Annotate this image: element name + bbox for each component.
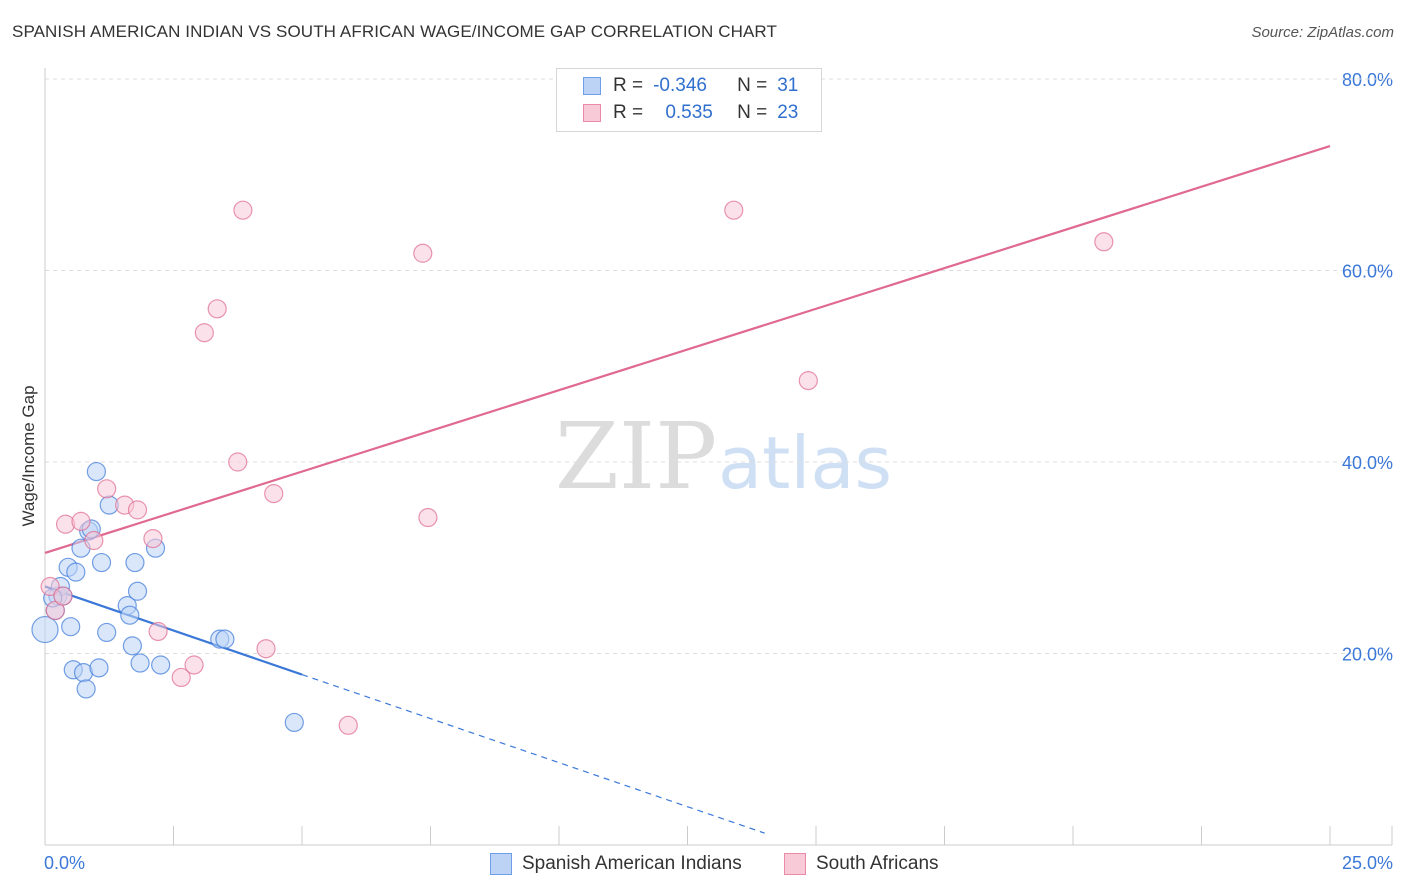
trendline-spanish-american-indians — [44, 585, 303, 676]
x-tick-label-25: 25.0% — [1342, 853, 1393, 873]
legend-n-label: N = — [737, 102, 768, 123]
point-south-africans-15 — [228, 452, 248, 472]
legend-r-value: -0.346 — [653, 75, 707, 96]
point-south-africans-12 — [184, 655, 204, 675]
bottom-legend-swatch-pink — [784, 853, 806, 875]
legend-r-label: R = — [613, 75, 644, 96]
point-spanish-american-indians-6 — [61, 617, 81, 637]
point-south-africans-20 — [413, 243, 433, 263]
point-spanish-american-indians-22 — [125, 552, 145, 573]
bottom-legend-swatch-blue — [490, 853, 512, 875]
legend-n-label: N = — [737, 75, 768, 96]
legend-r-value: 0.535 — [665, 102, 713, 123]
point-spanish-american-indians-15 — [89, 658, 109, 678]
legend-row-south-africans: R = 0.535 N = 23 — [557, 100, 798, 126]
point-spanish-american-indians-11 — [76, 679, 96, 699]
legend-r-label: R = — [613, 102, 644, 123]
y-tick-label-20: 20.0% — [1342, 645, 1393, 665]
point-spanish-american-indians-20 — [120, 605, 140, 625]
trendline-spanish-american-indians-extension — [301, 673, 765, 834]
point-spanish-american-indians-14 — [86, 461, 107, 482]
point-spanish-american-indians-29 — [284, 712, 304, 733]
legend-row-spanish-american-indians: R = -0.346 N = 31 — [557, 73, 798, 99]
x-tick-label-0: 0.0% — [44, 853, 85, 873]
bottom-legend-label: South Africans — [816, 853, 939, 874]
point-south-africans-23 — [798, 371, 818, 391]
point-south-africans-19 — [338, 715, 358, 735]
point-spanish-american-indians-0 — [31, 615, 59, 644]
legend-n-value: 23 — [777, 102, 799, 123]
y-tick-label-40: 40.0% — [1342, 453, 1393, 473]
point-south-africans-2 — [53, 586, 73, 606]
point-south-africans-13 — [194, 323, 214, 343]
watermark-zip: ZIP — [555, 403, 717, 510]
point-south-africans-11 — [171, 667, 191, 688]
point-south-africans-16 — [233, 200, 253, 220]
point-south-africans-9 — [143, 528, 163, 549]
point-south-africans-24 — [1094, 232, 1114, 252]
point-spanish-american-indians-16 — [91, 552, 112, 573]
bottom-legend-label: Spanish American Indians — [522, 853, 742, 874]
point-south-africans-17 — [256, 639, 276, 659]
point-south-africans-4 — [71, 511, 91, 531]
legend-swatch-blue — [583, 77, 601, 95]
y-tick-label-80: 80.0% — [1342, 70, 1393, 90]
point-spanish-american-indians-8 — [66, 562, 86, 582]
point-south-africans-5 — [84, 530, 104, 551]
legend-swatch-pink — [583, 104, 601, 122]
y-tick-label-60: 60.0% — [1342, 262, 1393, 282]
point-spanish-american-indians-17 — [97, 622, 117, 643]
point-south-africans-14 — [207, 299, 227, 319]
point-south-africans-21 — [418, 507, 438, 528]
point-south-africans-6 — [97, 479, 117, 499]
chart-source: Source: ZipAtlas.com — [1251, 24, 1394, 41]
chart-title: SPANISH AMERICAN INDIAN VS SOUTH AFRICAN… — [12, 22, 777, 41]
point-spanish-american-indians-23 — [127, 581, 148, 601]
trendline-south-africans — [44, 144, 1331, 555]
bottom-legend-south-africans: South Africans — [784, 852, 939, 876]
legend-n-value: 31 — [777, 75, 799, 96]
point-south-africans-18 — [264, 483, 284, 504]
point-south-africans-8 — [127, 500, 148, 520]
bottom-legend-spanish-american-indians: Spanish American Indians — [490, 852, 742, 876]
y-axis-label: Wage/Income Gap — [19, 385, 38, 526]
correlation-legend: R = -0.346 N = 31 R = 0.535 N = 23 — [556, 68, 822, 132]
watermark-atlas: atlas — [718, 421, 892, 505]
point-south-africans-0 — [40, 576, 60, 597]
point-south-africans-10 — [148, 621, 168, 642]
point-spanish-american-indians-21 — [122, 636, 142, 656]
point-spanish-american-indians-26 — [151, 655, 171, 675]
point-south-africans-22 — [724, 200, 744, 220]
point-spanish-american-indians-28 — [215, 629, 235, 649]
point-spanish-american-indians-24 — [130, 653, 150, 673]
